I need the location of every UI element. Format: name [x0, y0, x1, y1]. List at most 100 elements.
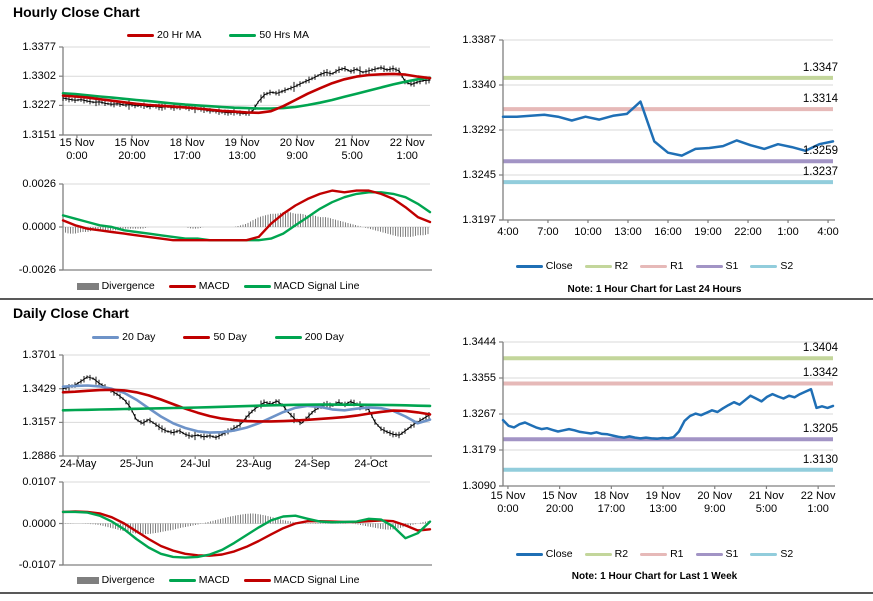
- series-close: [501, 387, 835, 441]
- bar-swatch-icon: [76, 576, 99, 584]
- hourly-macd-legend: Divergence MACD MACD Signal Line: [0, 280, 436, 292]
- legend-item-r2: R2: [584, 548, 629, 560]
- x-axis-label: 22:00: [734, 226, 762, 238]
- series-50-hrs-ma: [61, 76, 432, 110]
- legend-item-s2: S2: [750, 260, 793, 272]
- y-axis-label: 1.3179: [462, 444, 496, 456]
- pivot-24h-plot-svg: [499, 39, 835, 223]
- x-axis-label: 15 Nov 0:00: [59, 137, 95, 162]
- y-axis-label: 1.3157: [22, 416, 56, 429]
- legend-item-20-hr-ma: 20 Hr MA: [127, 29, 201, 41]
- x-axis-label: 19:00: [694, 226, 722, 238]
- legend-item-r1: R1: [640, 548, 684, 560]
- legend-label: S2: [780, 260, 794, 272]
- legend-label: 20 Hr MA: [157, 29, 202, 41]
- y-axis-label: 1.3429: [22, 382, 56, 395]
- pivot-label-r1: 1.3314: [802, 93, 838, 106]
- x-axis-label: 18 Nov 17:00: [593, 490, 629, 515]
- hourly-section-title: Hourly Close Chart: [13, 4, 140, 20]
- legend-label: Close: [545, 260, 573, 272]
- chart-hourly-macd: 0.0026 0.0000 -0.0026 Divergence MACD MACD Si…: [0, 170, 436, 298]
- legend-label: S2: [780, 548, 794, 560]
- legend-item-r1: R1: [640, 260, 684, 272]
- x-axis-label: 24-Oct: [354, 458, 388, 470]
- series-50-day: [61, 388, 432, 423]
- pivot-label-r2: 1.3404: [802, 342, 838, 355]
- line-swatch-icon: [640, 264, 668, 268]
- x-axis-label: 23-Aug: [236, 458, 272, 470]
- y-axis-label: 1.2886: [22, 450, 56, 462]
- legend-label: Close: [545, 548, 573, 560]
- pivot-label-s1: 1.3259: [802, 145, 838, 158]
- y-axis-label: 0.0026: [22, 178, 56, 190]
- series-macd: [61, 510, 432, 559]
- line-swatch-icon: [92, 335, 120, 339]
- line-swatch-icon: [515, 264, 543, 268]
- section-divider: [0, 298, 873, 300]
- x-axis-label: 19 Nov 13:00: [645, 490, 681, 515]
- x-axis-label: 22 Nov 1:00: [389, 137, 425, 162]
- legend-label: 50 Hrs MA: [259, 29, 309, 41]
- line-swatch-icon: [584, 264, 612, 268]
- hourly-macd-plot-svg: [59, 183, 432, 271]
- line-swatch-icon: [695, 552, 723, 556]
- legend-label: R1: [670, 260, 684, 272]
- bottom-divider: [0, 592, 873, 594]
- series-macd: [61, 189, 432, 242]
- y-axis-label: 0.0000: [22, 221, 56, 233]
- legend-item-50-day: 50 Day: [183, 331, 247, 343]
- pivot-24h-legend: Close R2 R1 S1 S2: [436, 260, 873, 272]
- line-swatch-icon: [243, 284, 271, 288]
- chart-daily-macd: 0.0107 0.0000 -0.0107 Divergence MACD MACD Si…: [0, 476, 436, 594]
- legend-label: R2: [614, 548, 629, 560]
- x-axis-label: 15 Nov 20:00: [114, 137, 150, 162]
- legend-item-200-day: 200 Day: [274, 331, 344, 343]
- legend-label: MACD: [198, 574, 230, 586]
- legend-label: MACD Signal Line: [273, 280, 360, 292]
- legend-label: S1: [725, 260, 739, 272]
- legend-label: Divergence: [101, 280, 155, 292]
- line-swatch-icon: [750, 552, 778, 556]
- x-axis-label: 20 Nov 9:00: [697, 490, 733, 515]
- line-swatch-icon: [229, 33, 257, 37]
- y-axis-label: 1.3227: [22, 99, 56, 112]
- legend-label: 50 Day: [213, 331, 247, 343]
- legend-item-20-day: 20 Day: [92, 331, 155, 343]
- legend-item-macd: MACD: [168, 574, 230, 586]
- pivot-week-plot-svg: [499, 341, 835, 489]
- line-swatch-icon: [584, 552, 612, 556]
- x-axis-label: 19 Nov 13:00: [224, 137, 260, 162]
- pivot-label-r1: 1.3342: [802, 367, 838, 380]
- y-axis-label: 1.3444: [462, 336, 496, 348]
- x-axis-label: 13:00: [614, 226, 642, 238]
- series-close: [62, 376, 431, 438]
- x-axis-label: 10:00: [574, 226, 602, 238]
- legend-item-s2: S2: [750, 548, 793, 560]
- x-axis-label: 21 Nov 5:00: [334, 137, 370, 162]
- series-20-day: [61, 384, 432, 434]
- x-axis-label: 21 Nov 5:00: [749, 490, 784, 515]
- legend-label: MACD Signal Line: [273, 574, 360, 586]
- y-axis-label: 1.3387: [462, 34, 496, 46]
- line-swatch-icon: [750, 264, 778, 268]
- x-axis-label: 1:00: [777, 226, 799, 238]
- x-axis-label: 24-Sep: [294, 458, 331, 470]
- legend-item-divergence: Divergence: [76, 574, 155, 586]
- y-axis-label: 1.3701: [22, 349, 56, 361]
- chart-pivot-24h: 1.3347 1.3314 1.3259 1.3237 1.3387 1.3340 1.32…: [436, 14, 873, 300]
- legend-item-macd-signal-line: MACD Signal Line: [243, 574, 360, 586]
- x-axis-label: 4:00: [497, 226, 519, 238]
- y-axis-label: 1.3302: [22, 70, 56, 83]
- y-axis-label: 1.3245: [462, 169, 496, 181]
- hourly-price-plot-svg: [59, 46, 432, 138]
- x-axis-label: 15 Nov 20:00: [542, 490, 578, 515]
- x-axis-label: 25-Jun: [119, 458, 154, 470]
- legend-item-close: Close: [515, 548, 573, 560]
- series-close: [501, 100, 835, 157]
- y-axis-label: 1.3292: [462, 124, 496, 136]
- pivot-24h-note: Note: 1 Hour Chart for Last 24 Hours: [567, 284, 742, 295]
- daily-macd-legend: Divergence MACD MACD Signal Line: [0, 574, 436, 586]
- daily-price-legend: 20 Day 50 Day 200 Day: [0, 331, 436, 343]
- pivot-week-note: Note: 1 Hour Chart for Last 1 Week: [571, 571, 738, 582]
